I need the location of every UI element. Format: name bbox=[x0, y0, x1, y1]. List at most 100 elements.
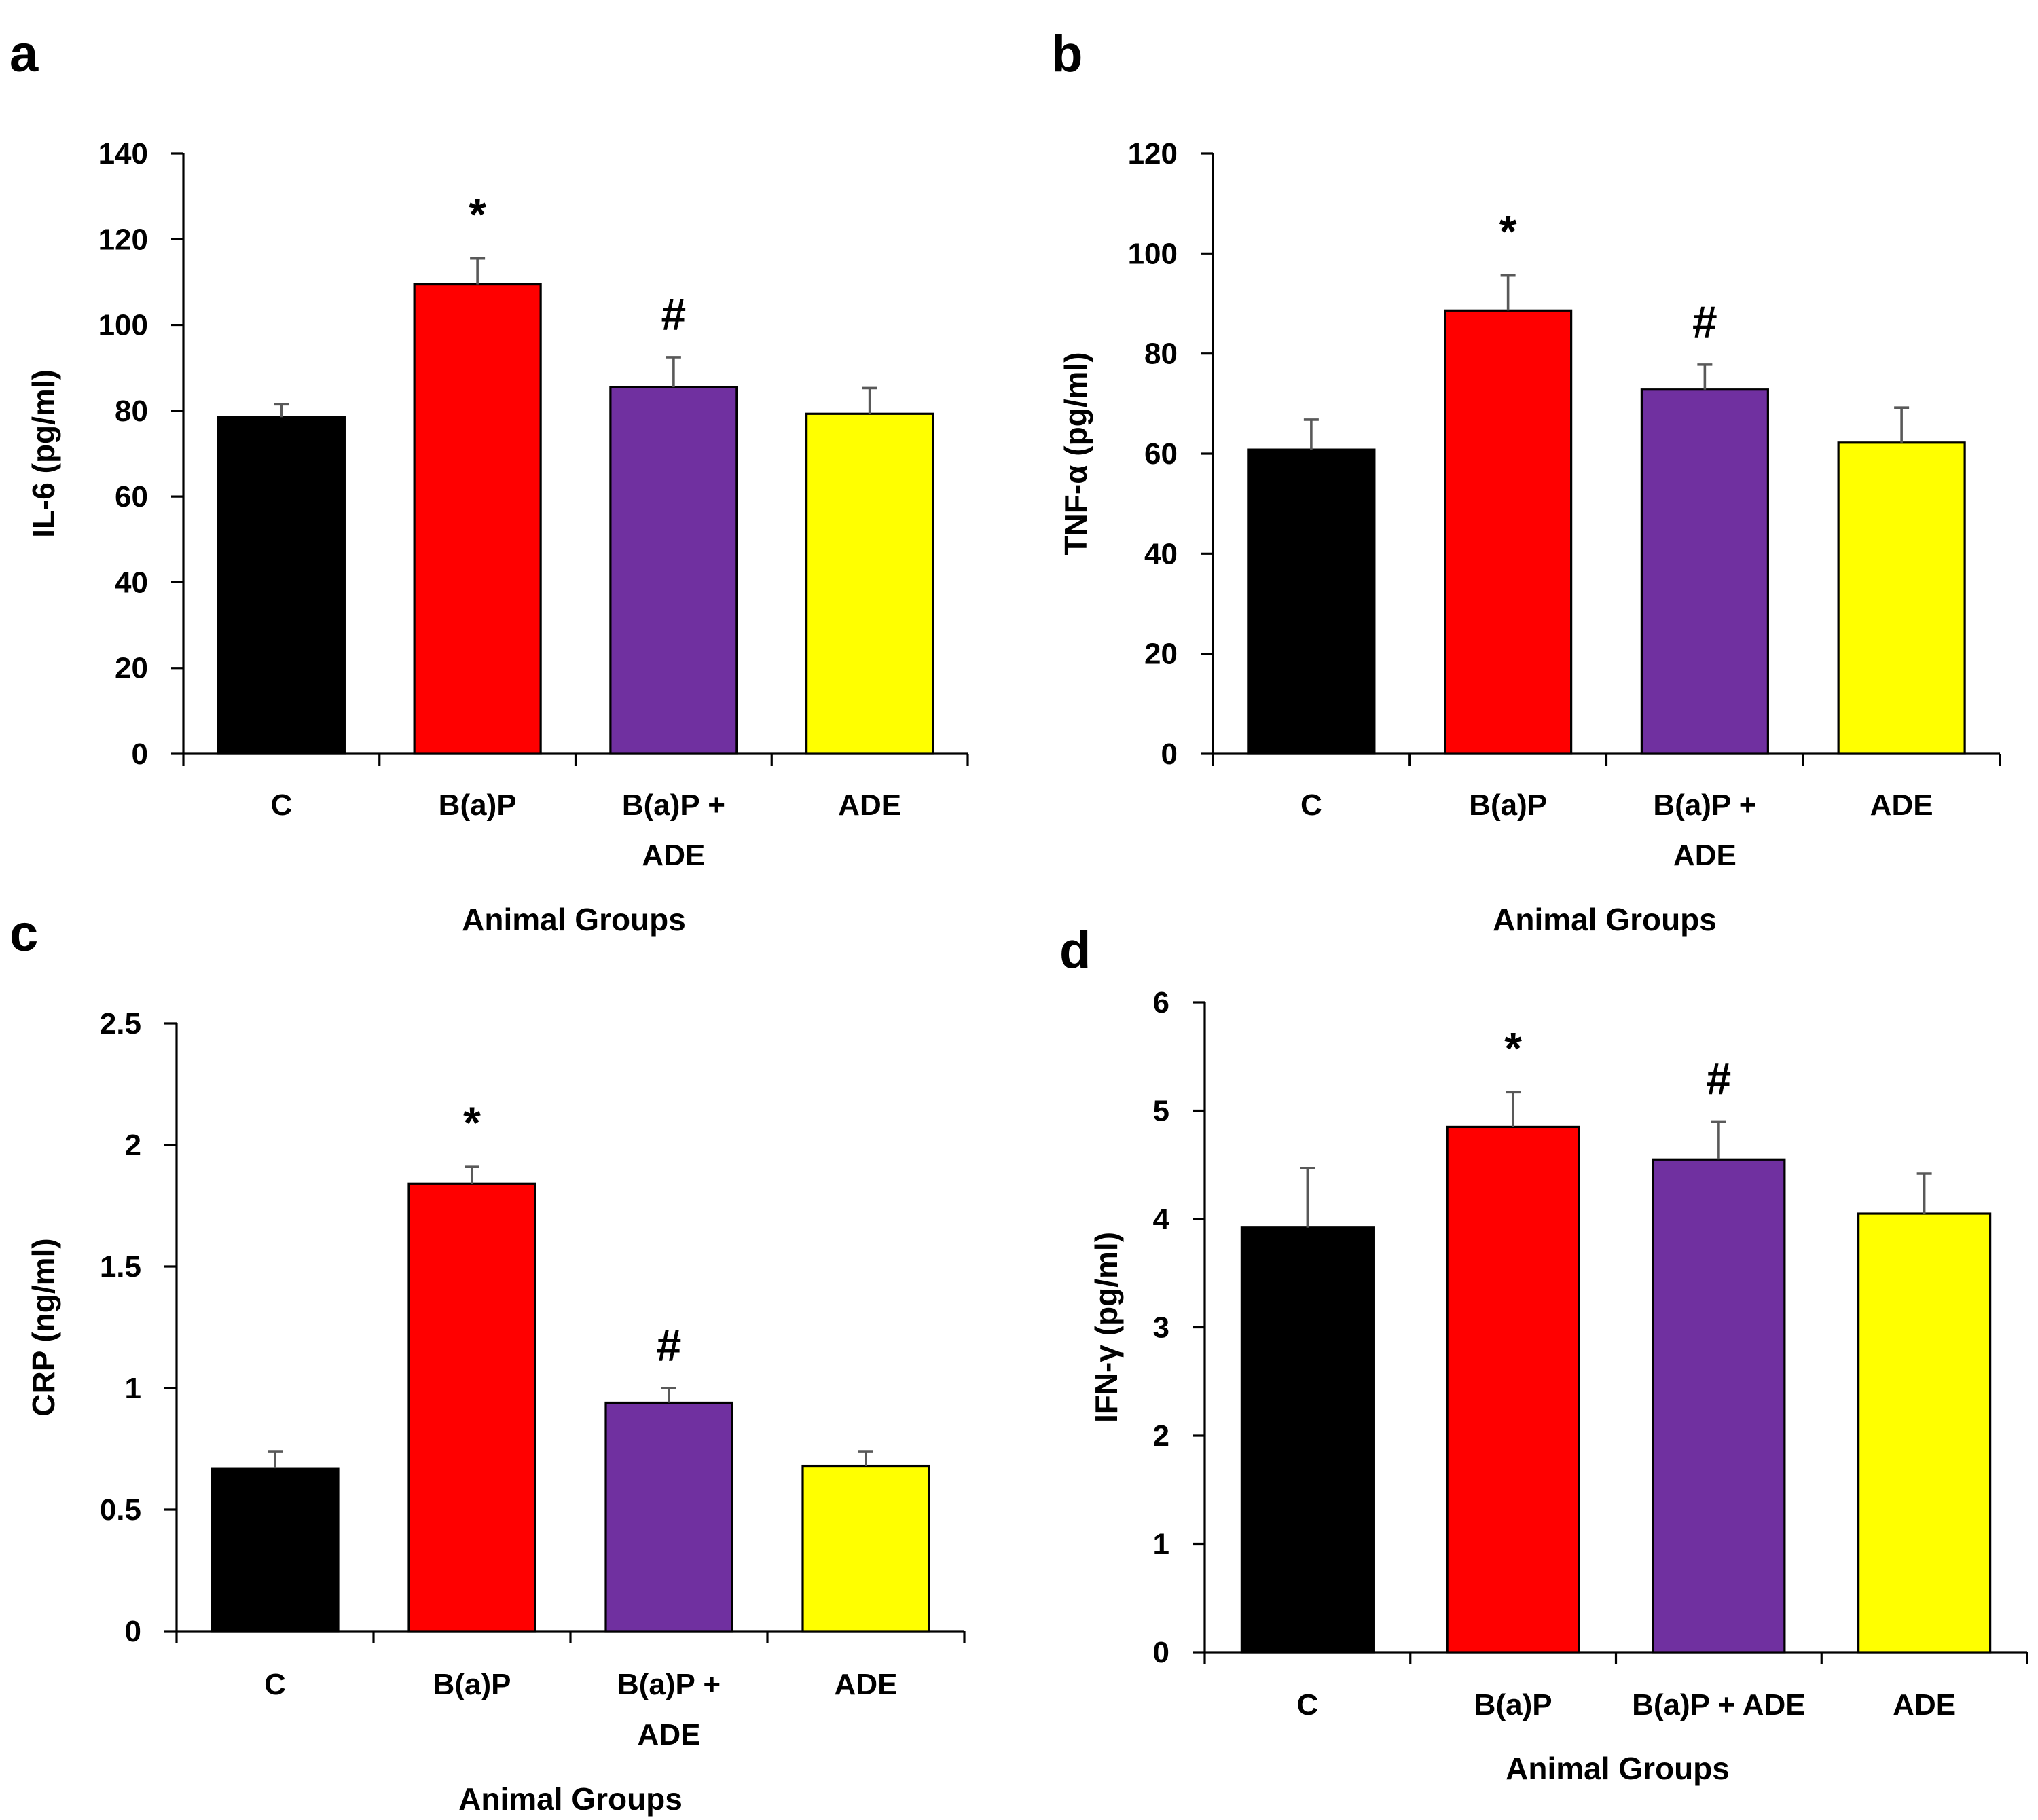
panel-b-y-tick-label: 60 bbox=[1144, 437, 1178, 471]
panel-d-significance-star: * bbox=[1504, 1023, 1522, 1073]
panel-a-category-label-2: B(a)P bbox=[439, 788, 517, 822]
panel-d-y-tick-label: 3 bbox=[1153, 1311, 1169, 1345]
panel-d-letter: d bbox=[1059, 922, 1091, 979]
panel-a-y-tick-label: 60 bbox=[115, 480, 148, 513]
panel-a-y-tick-label: 40 bbox=[115, 566, 148, 599]
panel-c-y-tick-label: 1.5 bbox=[100, 1250, 141, 1284]
panel-c-error-bar-1 bbox=[268, 1450, 283, 1469]
panel-c-significance-hash: # bbox=[657, 1320, 682, 1370]
panel-d-y-tick-label: 2 bbox=[1153, 1419, 1169, 1453]
panel-c-plot: 0 0.5 1 1.5 2 2.5 C * B(a)P # B(a)P + ADE ADE Animal … bbox=[26, 1007, 966, 1817]
panel-d-error-bar-1 bbox=[1300, 1167, 1315, 1228]
panel-a-error-bar-4 bbox=[862, 386, 877, 414]
panel-c-category-label-4: ADE bbox=[835, 1668, 898, 1701]
panel-c-x-axis-title: Animal Groups bbox=[458, 1781, 683, 1817]
panel-d-y-tick-label: 1 bbox=[1153, 1528, 1169, 1561]
panel-d-bar-3 bbox=[1652, 1158, 1786, 1654]
panel-b-bar-2 bbox=[1444, 309, 1573, 755]
panel-c-y-axis-title: CRP (ng/ml) bbox=[26, 1238, 61, 1416]
panel-b-y-axis-title: TNF-α (pg/ml) bbox=[1058, 352, 1093, 555]
panel-b-y-tick-label: 20 bbox=[1144, 638, 1178, 671]
panel-b-bar-4 bbox=[1837, 441, 1966, 755]
panel-d-category-label-2: B(a)P bbox=[1474, 1688, 1552, 1722]
panel-b-bar-1 bbox=[1247, 448, 1376, 755]
panel-d-bar-1 bbox=[1240, 1226, 1375, 1654]
panel-c-error-bar-3 bbox=[661, 1387, 676, 1403]
panel-b-significance-star: * bbox=[1499, 206, 1517, 257]
panel-a-bar-1 bbox=[217, 416, 346, 755]
panel-d-y-tick-label: 4 bbox=[1153, 1203, 1170, 1236]
panel-b-error-bar-3 bbox=[1697, 363, 1713, 390]
panel-a-y-axis-title: IL-6 (pg/ml) bbox=[26, 369, 61, 538]
panel-b-y-tick-label: 80 bbox=[1144, 338, 1178, 371]
panel-b-error-bar-2 bbox=[1500, 274, 1516, 311]
panel-a-significance-hash: # bbox=[661, 289, 687, 340]
panel-c-category-label-1: C bbox=[264, 1668, 286, 1701]
panel-d-error-bar-4 bbox=[1916, 1172, 1932, 1214]
panel-d-category-label-1: C bbox=[1296, 1688, 1318, 1722]
panel-d-error-bar-2 bbox=[1506, 1091, 1521, 1127]
panel-d-y-tick-label: 5 bbox=[1153, 1095, 1169, 1128]
panel-c-y-tick-label: 2.5 bbox=[100, 1007, 141, 1040]
panel-d-bar-2 bbox=[1446, 1125, 1580, 1654]
panel-b-letter: b bbox=[1051, 25, 1082, 83]
panel-c-error-bar-4 bbox=[858, 1450, 873, 1466]
panel-b-category-label-4: ADE bbox=[1870, 788, 1933, 822]
panel-b-error-bar-1 bbox=[1303, 418, 1319, 450]
panel-a-bar-3 bbox=[609, 386, 738, 755]
panel-b-error-bar-4 bbox=[1894, 406, 1910, 443]
panel-d-category-label-3: B(a)P + ADE bbox=[1632, 1688, 1806, 1722]
panel-c-bar-1 bbox=[211, 1467, 340, 1633]
panel-c-bar-2 bbox=[407, 1182, 536, 1633]
panel-d-significance-hash: # bbox=[1707, 1053, 1732, 1104]
panel-c-error-bar-2 bbox=[465, 1165, 479, 1184]
panel-b-category-label-1: C bbox=[1300, 788, 1322, 822]
panel-a-category-label-3: B(a)P + ADE bbox=[622, 788, 725, 872]
panel-a-letter: a bbox=[10, 25, 39, 83]
panel-a-error-bar-3 bbox=[666, 356, 681, 388]
panel-d-category-label-4: ADE bbox=[1893, 1688, 1956, 1722]
panel-c-bar-4 bbox=[801, 1464, 930, 1633]
panel-a-y-tick-label: 100 bbox=[98, 309, 148, 342]
panel-b-significance-hash: # bbox=[1692, 297, 1717, 347]
panel-c-category-label-3: B(a)P + ADE bbox=[617, 1668, 721, 1751]
panel-d: d 0 1 2 3 4 5 6 C * B(a)P # B(a)P + ADE ADE Animal Gr… bbox=[1059, 922, 2028, 1786]
panel-a-error-bar-2 bbox=[470, 257, 486, 285]
panel-b: b 0 20 40 60 80 100 120 C * B(a)P # B(a)P + ADE ADE An… bbox=[1051, 25, 2001, 937]
panel-b-category-label-3: B(a)P + ADE bbox=[1653, 788, 1756, 872]
panel-a-bar-2 bbox=[413, 283, 542, 755]
panel-a-category-label-1: C bbox=[270, 788, 292, 822]
panel-a-error-bar-1 bbox=[274, 403, 289, 418]
panel-a-category-label-4: ADE bbox=[838, 788, 901, 822]
panel-c-y-tick-label: 2 bbox=[125, 1129, 141, 1162]
panel-a: a 0 20 40 60 80 100 120 140 C * B(a)P # B(a)P + ADE AD… bbox=[10, 25, 969, 937]
panel-a-x-axis-title: Animal Groups bbox=[462, 902, 686, 937]
panel-c-y-tick-label: 1 bbox=[125, 1372, 141, 1405]
panel-b-y-tick-label: 100 bbox=[1128, 237, 1178, 270]
panel-a-y-tick-label: 140 bbox=[98, 137, 148, 170]
panel-c: c 0 0.5 1 1.5 2 2.5 C * B(a)P # B(a)P + ADE ADE Anima… bbox=[10, 905, 966, 1817]
panel-c-bar-3 bbox=[604, 1401, 733, 1633]
panel-b-plot: 0 20 40 60 80 100 120 C * B(a)P # B(a)P + ADE ADE Anim… bbox=[1058, 137, 2001, 937]
panel-b-y-tick-label: 0 bbox=[1161, 738, 1178, 771]
panel-d-y-tick-label: 6 bbox=[1153, 986, 1169, 1019]
panel-b-x-axis-title: Animal Groups bbox=[1493, 902, 1717, 937]
panel-a-y-tick-label: 120 bbox=[98, 223, 148, 256]
panel-c-significance-star: * bbox=[463, 1097, 481, 1148]
panel-d-plot: 0 1 2 3 4 5 6 C * B(a)P # B(a)P + ADE ADE Animal Grou… bbox=[1089, 986, 2028, 1786]
panel-a-plot: 0 20 40 60 80 100 120 140 C * B(a)P # B(a)P + ADE ADE A… bbox=[26, 137, 969, 937]
panel-b-bar-3 bbox=[1640, 388, 1769, 755]
panel-c-letter: c bbox=[10, 905, 38, 962]
panel-d-bar-4 bbox=[1857, 1212, 1992, 1654]
panel-b-category-label-2: B(a)P bbox=[1469, 788, 1547, 822]
panel-a-y-tick-label: 80 bbox=[115, 395, 148, 428]
panel-b-y-tick-label: 40 bbox=[1144, 537, 1178, 570]
panel-d-error-bar-3 bbox=[1711, 1120, 1726, 1160]
panel-a-bar-4 bbox=[805, 412, 934, 755]
panel-d-y-tick-label: 0 bbox=[1153, 1636, 1169, 1669]
panel-c-category-label-2: B(a)P bbox=[433, 1668, 511, 1701]
panel-c-y-tick-label: 0 bbox=[125, 1615, 141, 1648]
panel-c-y-tick-label: 0.5 bbox=[100, 1493, 141, 1527]
panel-a-significance-star: * bbox=[469, 189, 486, 240]
